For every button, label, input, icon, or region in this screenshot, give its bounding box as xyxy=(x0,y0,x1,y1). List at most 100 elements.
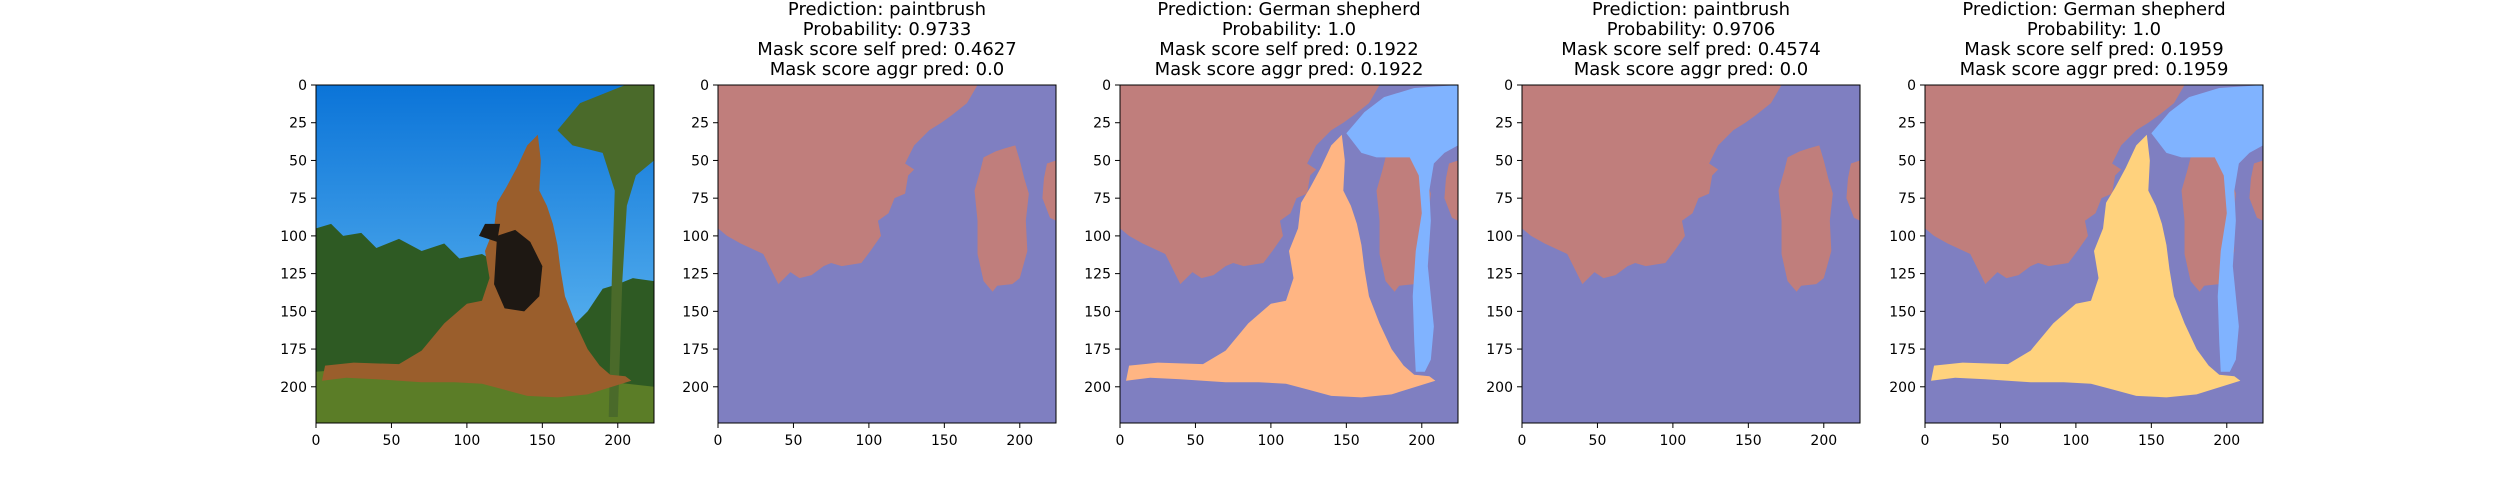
y-tick-label: 150 xyxy=(1084,304,1111,320)
y-tick-label: 75 xyxy=(1898,191,1916,207)
right-tree-region xyxy=(1778,145,1833,292)
y-tick-label: 25 xyxy=(1093,116,1111,132)
image-content xyxy=(1925,85,2263,423)
y-tick-label: 175 xyxy=(1889,342,1916,358)
trees-region xyxy=(1925,85,2185,285)
y-tick-label: 50 xyxy=(1093,153,1111,169)
y-tick-label: 175 xyxy=(1084,342,1111,358)
subplot-title: Prediction: German shepherd Probability: … xyxy=(1884,0,2304,80)
y-tick-label: 50 xyxy=(289,153,307,169)
subplot-2: Prediction: paintbrush Probability: 0.973… xyxy=(670,0,1090,470)
title-line: Mask score self pred: 0.1959 xyxy=(1964,39,2224,60)
x-tick-label: 50 xyxy=(785,433,803,449)
subplot-svg: 0 25 50 75 100 125 150 175 200 0 50 100 150 200 xyxy=(1889,78,2264,449)
subplot-svg: 0 25 50 75 100 125 150 175 200 0 50 100 150 200 xyxy=(280,78,655,449)
x-tick-label: 100 xyxy=(2063,433,2090,449)
trees-region xyxy=(1522,85,1782,285)
subplot-title: Prediction: paintbrush Probability: 0.973… xyxy=(677,0,1097,80)
y-tick-label: 175 xyxy=(682,342,709,358)
subplot-svg: 0 25 50 75 100 125 150 175 200 0 50 100 150 200 xyxy=(1084,78,1459,449)
y-tick-label: 150 xyxy=(1486,304,1513,320)
right-tree-region xyxy=(974,145,1029,292)
y-tick-label: 0 xyxy=(298,78,307,94)
x-tick-label: 200 xyxy=(1408,433,1435,449)
dog-snout xyxy=(478,223,501,242)
axes-frame xyxy=(315,84,655,424)
trees-region xyxy=(718,85,978,285)
x-tick-label: 100 xyxy=(454,433,481,449)
axes-frame xyxy=(1119,84,1459,424)
x-tick-label: 150 xyxy=(931,433,958,449)
y-tick-label: 150 xyxy=(682,304,709,320)
y-tick-label: 200 xyxy=(1889,380,1916,396)
subplot-1: 0 25 50 75 100 125 150 175 200 0 50 100 150 200 xyxy=(268,0,688,470)
y-tick-label: 200 xyxy=(1486,380,1513,396)
image-content xyxy=(718,85,1056,423)
x-tick-label: 150 xyxy=(2138,433,2165,449)
dog xyxy=(322,134,632,398)
image-content xyxy=(316,85,654,423)
x-tick-label: 150 xyxy=(529,433,556,449)
title-line: Probability: 1.0 xyxy=(1221,19,1357,40)
y-tick-label: 75 xyxy=(691,191,709,207)
y-tick-label: 25 xyxy=(289,116,307,132)
title-line: Probability: 0.9706 xyxy=(1606,19,1776,40)
x-tick-label: 150 xyxy=(1333,433,1360,449)
title-line: Mask score aggr pred: 0.1959 xyxy=(1959,59,2229,80)
x-tick-label: 0 xyxy=(1116,433,1125,449)
y-tick-label: 125 xyxy=(280,267,307,283)
axes-frame xyxy=(1521,84,1861,424)
y-tick-label: 100 xyxy=(682,229,709,245)
title-line: Prediction: paintbrush xyxy=(1591,0,1791,20)
y-tick-label: 50 xyxy=(691,153,709,169)
subplot-title: Prediction: paintbrush Probability: 0.970… xyxy=(1481,0,1901,80)
title-line: Probability: 0.9733 xyxy=(802,19,972,40)
y-tick-label: 100 xyxy=(280,229,307,245)
y-tick-label: 175 xyxy=(280,342,307,358)
axes-frame xyxy=(717,84,1057,424)
y-tick-label: 125 xyxy=(1889,267,1916,283)
y-tick-label: 150 xyxy=(280,304,307,320)
subplot-5: Prediction: German shepherd Probability: … xyxy=(1877,0,2297,470)
image-content xyxy=(1522,85,1860,423)
y-tick-label: 100 xyxy=(1889,229,1916,245)
x-tick-label: 50 xyxy=(383,433,401,449)
subplot-svg: 0 25 50 75 100 125 150 175 200 0 50 100 150 200 xyxy=(1486,78,1861,449)
y-tick-label: 75 xyxy=(1495,191,1513,207)
right-edge-region xyxy=(1444,160,1458,221)
palm-region xyxy=(1346,85,1458,372)
x-tick-label: 50 xyxy=(1187,433,1205,449)
title-line: Prediction: German shepherd xyxy=(1962,0,2226,20)
subplot-title: Prediction: German shepherd Probability: … xyxy=(1079,0,1499,80)
y-tick-label: 125 xyxy=(1084,267,1111,283)
y-tick-label: 0 xyxy=(1907,78,1916,94)
x-tick-label: 0 xyxy=(1921,433,1930,449)
x-tick-label: 200 xyxy=(2213,433,2240,449)
palm-tree xyxy=(557,85,654,417)
image-content xyxy=(1120,85,1458,423)
title-line: Probability: 1.0 xyxy=(2026,19,2162,40)
dog-region xyxy=(1931,134,2241,398)
x-tick-label: 200 xyxy=(604,433,631,449)
x-tick-label: 50 xyxy=(1589,433,1607,449)
right-edge-region xyxy=(1042,160,1056,221)
y-tick-label: 0 xyxy=(1102,78,1111,94)
y-tick-label: 0 xyxy=(1504,78,1513,94)
x-tick-label: 100 xyxy=(1660,433,1687,449)
x-tick-label: 200 xyxy=(1810,433,1837,449)
x-tick-label: 200 xyxy=(1006,433,1033,449)
x-tick-label: 100 xyxy=(1258,433,1285,449)
palm-region xyxy=(2151,85,2263,372)
title-line: Mask score self pred: 0.4574 xyxy=(1561,39,1821,60)
y-tick-label: 25 xyxy=(1495,116,1513,132)
right-edge-region xyxy=(1846,160,1860,221)
y-tick-label: 0 xyxy=(700,78,709,94)
subplot-3: Prediction: German shepherd Probability: … xyxy=(1072,0,1492,470)
y-tick-label: 200 xyxy=(280,380,307,396)
x-tick-label: 50 xyxy=(1992,433,2010,449)
dog-saddle xyxy=(494,229,543,312)
y-tick-label: 50 xyxy=(1898,153,1916,169)
x-tick-label: 0 xyxy=(714,433,723,449)
subplot-4: Prediction: paintbrush Probability: 0.970… xyxy=(1474,0,1894,470)
